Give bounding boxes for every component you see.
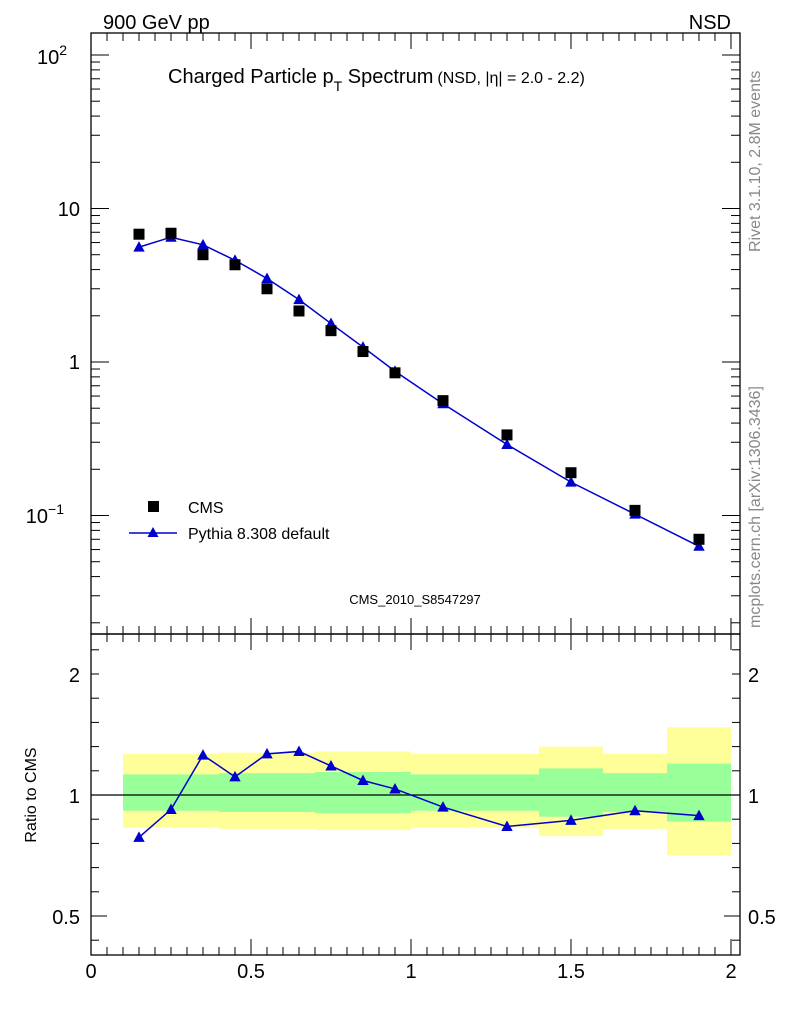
- ratio-pythia-marker: [261, 747, 273, 759]
- pythia-line: [138, 236, 700, 547]
- ratio-y-tick-label: 2: [69, 665, 80, 687]
- x-tick-label: 1.5: [557, 961, 585, 983]
- cms-marker: [293, 305, 305, 317]
- cms-marker: [565, 467, 577, 479]
- ratio-pythia-line: [138, 750, 700, 838]
- ratio-pythia-marker: [133, 831, 145, 842]
- pythia-marker: [293, 293, 305, 305]
- ratio-y-tick-label-right: 2: [748, 665, 759, 687]
- spectrum-y-tick-label-bottom: 10−1: [26, 501, 64, 528]
- ratio-pythia-marker: [437, 801, 449, 812]
- ratio-data: [91, 727, 740, 856]
- ratio-y-tick-label-right: 1: [748, 786, 759, 808]
- spectrum-data: [133, 227, 705, 551]
- ratio-pythia-marker: [197, 749, 209, 760]
- x-tick-label: 2: [725, 961, 736, 983]
- ratio-pythia-marker: [389, 782, 401, 794]
- cms-marker: [261, 283, 273, 295]
- cms-marker: [437, 395, 449, 407]
- legend: CMS Pythia 8.308 default: [129, 500, 330, 543]
- cms-marker: [693, 533, 705, 545]
- cms-marker: [389, 367, 401, 379]
- process-label: NSD: [689, 12, 731, 34]
- ratio-pythia-marker: [325, 759, 337, 771]
- cms-marker: [357, 346, 369, 358]
- ratio-pythia-marker: [229, 770, 241, 782]
- ratio-y-tick-label-right: 0.5: [748, 907, 776, 929]
- spectrum-y-tick-label: 10: [58, 199, 80, 221]
- legend-marker-cms: [148, 501, 159, 512]
- ratio-y-axis-label: Ratio to CMS: [23, 747, 40, 842]
- x-tick-label: 0.5: [237, 961, 265, 983]
- ratio-y-tick-label: 0.5: [52, 907, 80, 929]
- spectrum-title: Charged Particle pT Spectrum (NSD, |η| = …: [168, 66, 585, 94]
- ratio-inner-band: [250, 773, 283, 812]
- cms-marker: [229, 259, 241, 271]
- pythia-marker: [261, 272, 273, 283]
- ratio-inner-band: [122, 774, 155, 811]
- ratio-pythia-marker: [357, 774, 369, 785]
- mcplots-label: mcplots.cern.ch [arXiv:1306.3436]: [747, 386, 764, 628]
- legend-label-cms: CMS: [188, 500, 224, 517]
- legend-label-pythia: Pythia 8.308 default: [188, 526, 330, 543]
- spectrum-y-tick-label: 1: [69, 352, 80, 374]
- ratio-pythia-marker: [165, 803, 177, 815]
- pythia-marker: [693, 540, 705, 551]
- cms-marker: [197, 249, 209, 261]
- ratio-panel: 2 1 0.5 2 1 0.5 Ratio to CMS 0 0.5 1 1.5…: [23, 633, 776, 983]
- cms-marker: [325, 325, 337, 337]
- spectrum-panel: 102 10 1 10−1 Charged Particle pT Spectr…: [26, 32, 741, 635]
- analysis-watermark: CMS_2010_S8547297: [349, 592, 481, 607]
- spectrum-axis-ticks: [90, 33, 740, 634]
- x-tick-label: 0: [85, 961, 96, 983]
- legend-marker-pythia: [147, 527, 159, 537]
- spectrum-frame: [90, 32, 741, 635]
- ratio-axis-ticks: [90, 634, 740, 955]
- ratio-pythia-marker: [501, 820, 513, 831]
- collision-label: 900 GeV pp: [103, 12, 210, 34]
- spectrum-y-tick-label-top: 102: [37, 42, 67, 69]
- ratio-inner-band: [474, 774, 539, 811]
- x-tick-label: 1: [405, 961, 416, 983]
- pythia-marker: [565, 476, 577, 487]
- ratio-inner-band: [538, 768, 603, 817]
- ratio-inner-band: [666, 763, 699, 822]
- ratio-pythia-marker: [565, 814, 577, 825]
- ratio-inner-band: [282, 773, 315, 812]
- ratio-pythia-marker: [629, 804, 641, 816]
- ratio-inner-band: [314, 772, 347, 814]
- cms-marker: [501, 429, 513, 441]
- pythia-marker: [501, 438, 513, 450]
- pythia-marker: [197, 238, 209, 250]
- ratio-inner-band: [186, 774, 219, 811]
- ratio-pythia-marker: [293, 745, 305, 756]
- cms-marker: [165, 227, 177, 239]
- ratio-pythia-marker: [693, 809, 705, 821]
- ratio-y-tick-label: 1: [69, 786, 80, 808]
- ratio-frame: [90, 633, 741, 956]
- ratio-inner-band: [698, 763, 731, 822]
- pythia-marker: [133, 241, 145, 252]
- rivet-version-label: Rivet 3.1.10, 2.8M events: [747, 71, 764, 252]
- cms-marker: [133, 228, 145, 240]
- cms-marker: [629, 504, 641, 516]
